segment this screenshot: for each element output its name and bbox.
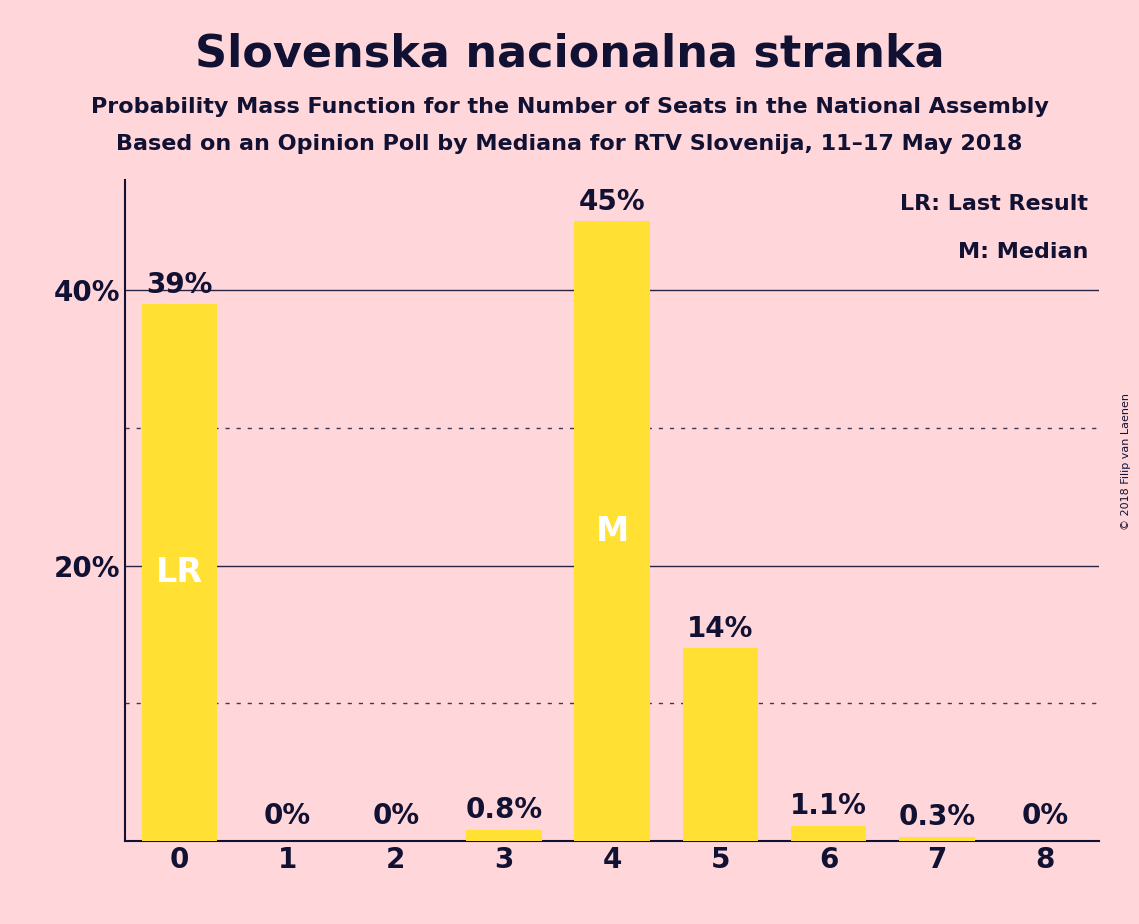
Text: 14%: 14% [687, 614, 754, 643]
Text: LR: Last Result: LR: Last Result [900, 194, 1089, 214]
Bar [141, 304, 218, 841]
Text: LR: LR [156, 556, 203, 589]
Text: 0.8%: 0.8% [466, 796, 542, 824]
Bar [466, 830, 542, 841]
Text: M: Median: M: Median [958, 242, 1089, 262]
Text: 39%: 39% [146, 271, 213, 298]
Bar [682, 648, 759, 841]
Text: Probability Mass Function for the Number of Seats in the National Assembly: Probability Mass Function for the Number… [91, 97, 1048, 117]
Text: 0%: 0% [372, 802, 419, 830]
Text: 0%: 0% [264, 802, 311, 830]
Text: 0%: 0% [1022, 802, 1068, 830]
Bar [899, 837, 975, 841]
Text: M: M [596, 515, 629, 548]
Text: 0.3%: 0.3% [899, 803, 975, 832]
Text: © 2018 Filip van Laenen: © 2018 Filip van Laenen [1121, 394, 1131, 530]
Bar [790, 826, 867, 841]
Text: 1.1%: 1.1% [790, 792, 867, 821]
Text: Slovenska nacionalna stranka: Slovenska nacionalna stranka [195, 32, 944, 76]
Bar [574, 222, 650, 841]
Text: Based on an Opinion Poll by Mediana for RTV Slovenija, 11–17 May 2018: Based on an Opinion Poll by Mediana for … [116, 134, 1023, 154]
Text: 45%: 45% [579, 188, 646, 216]
